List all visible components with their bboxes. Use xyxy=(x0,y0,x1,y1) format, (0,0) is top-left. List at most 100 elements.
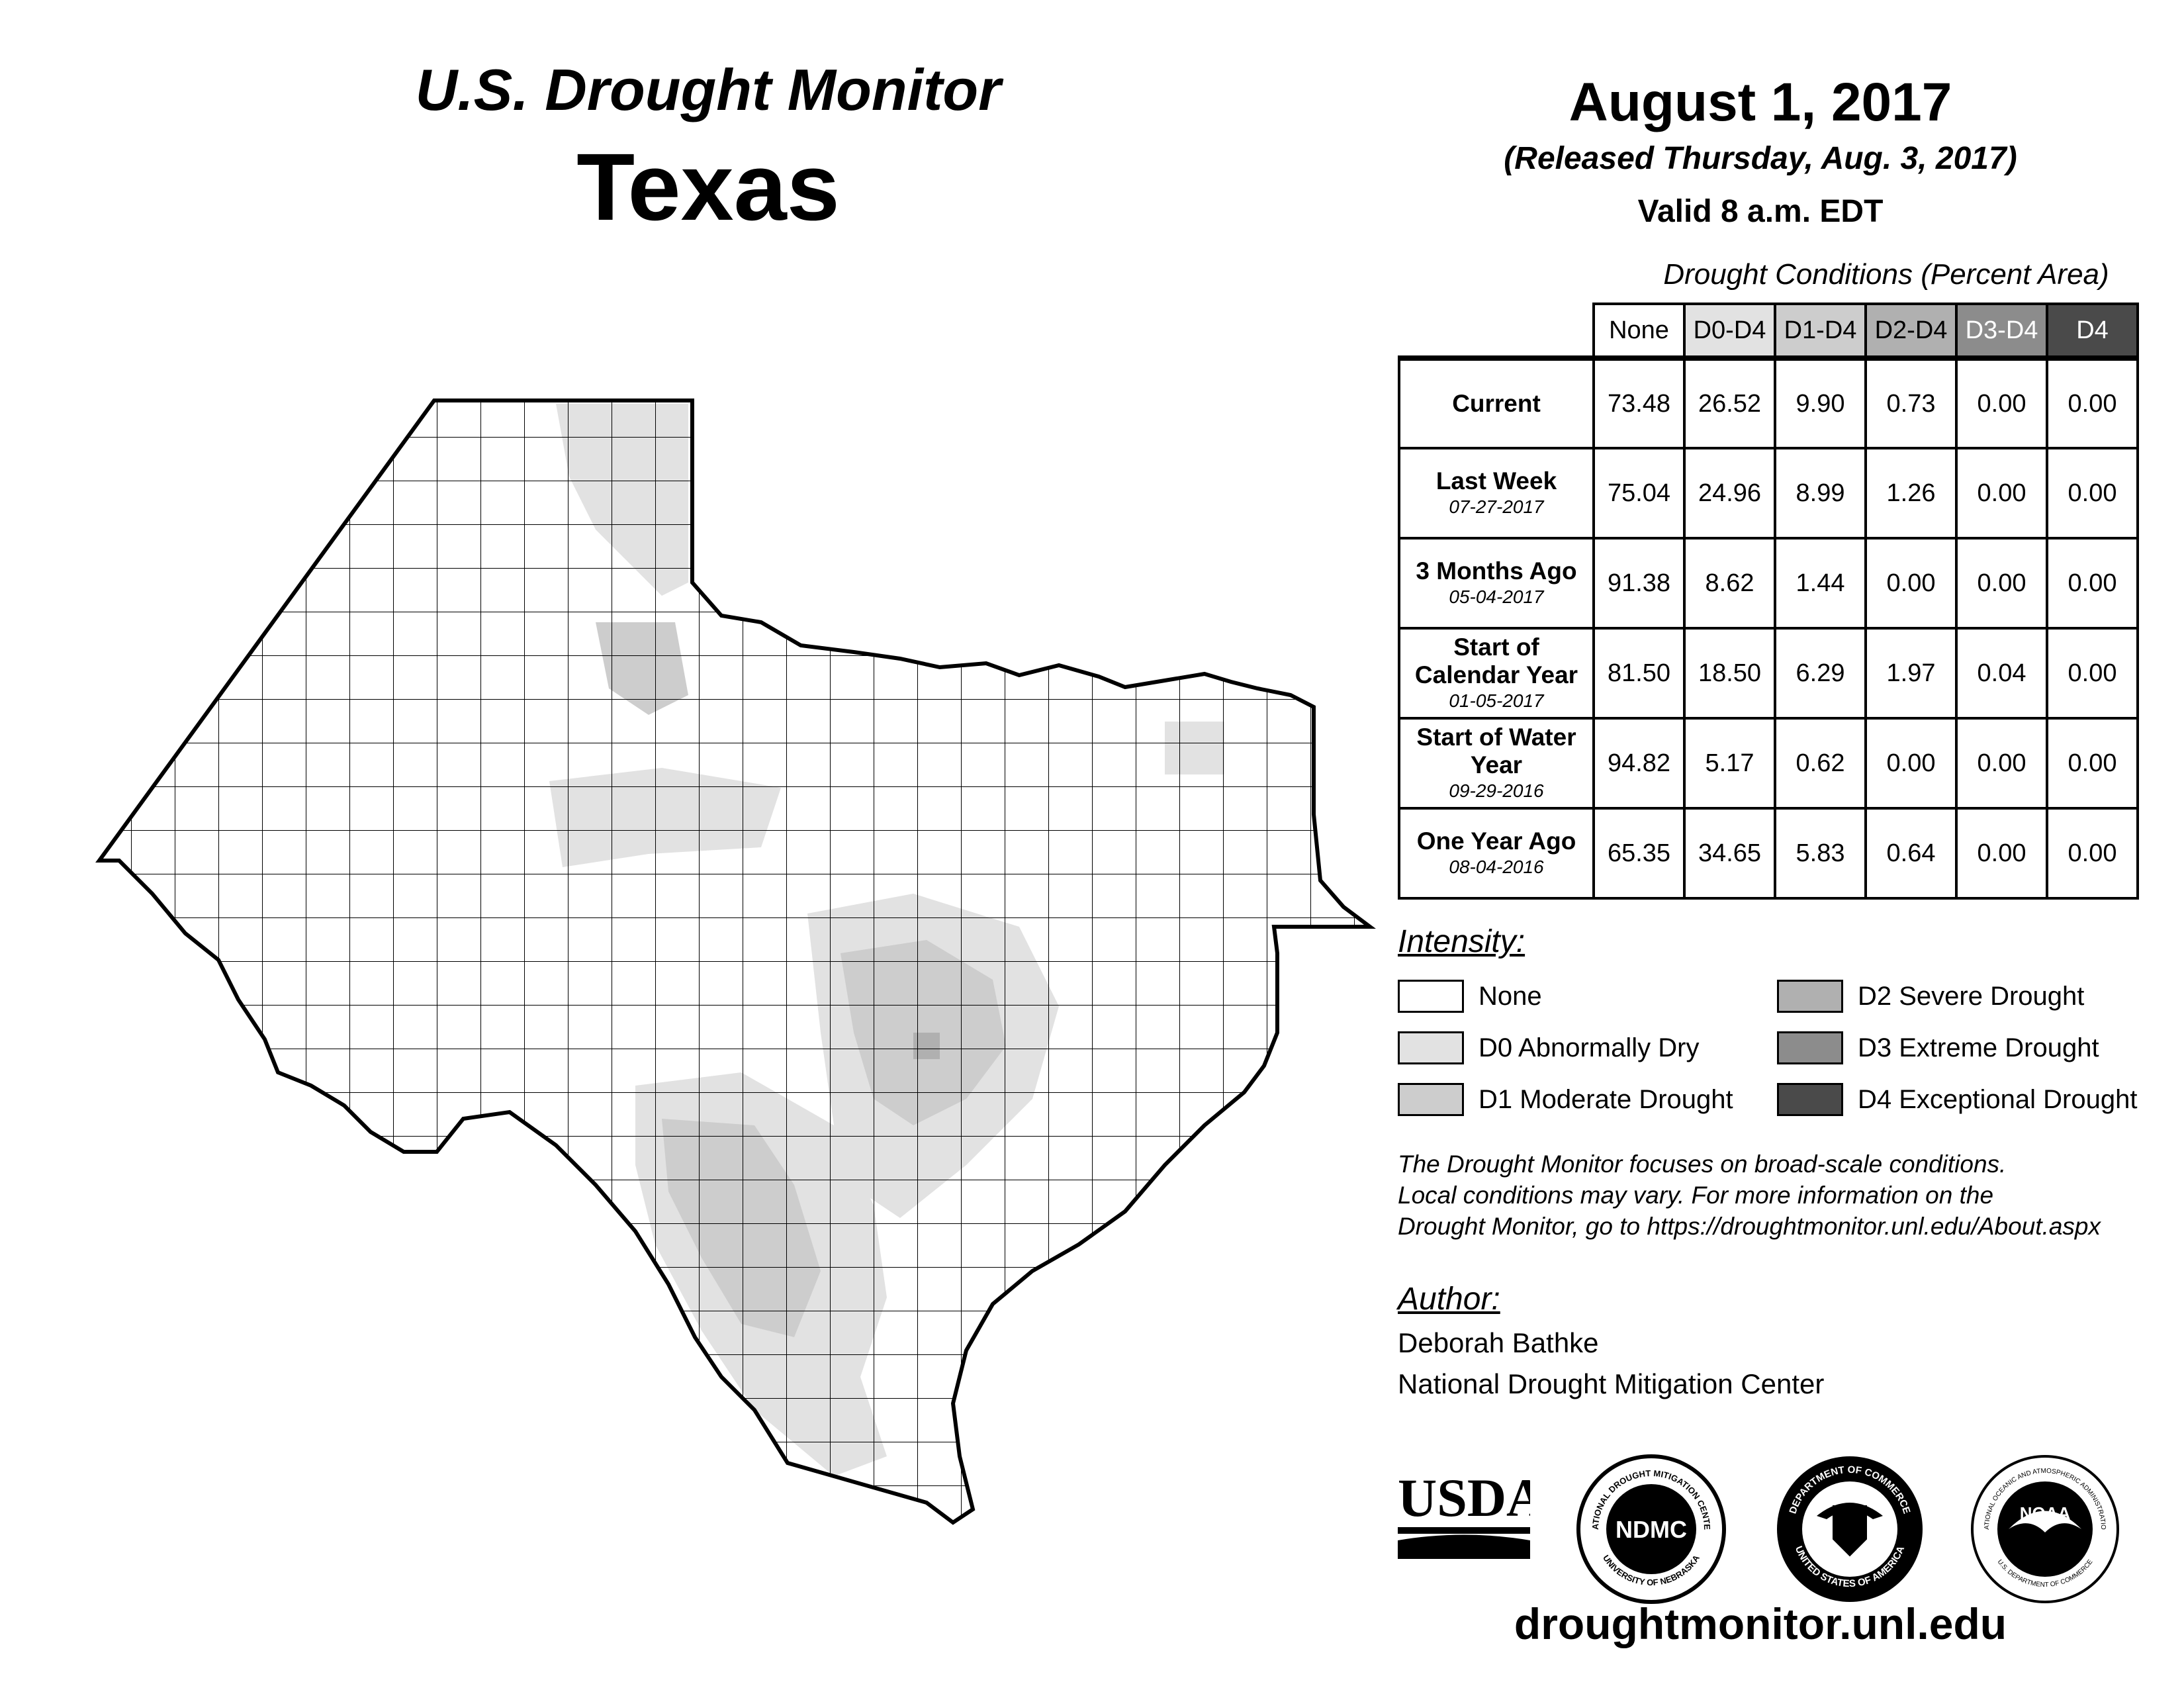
usda-text: USDA xyxy=(1398,1468,1530,1528)
table-cell: 6.29 xyxy=(1774,627,1867,720)
table-cell: 0.00 xyxy=(2046,627,2139,720)
col-d1-d4: D1-D4 xyxy=(1774,303,1867,359)
ndmc-logo: NDMC NATIONAL DROUGHT MITIGATION CENTER … xyxy=(1575,1453,1726,1604)
table-cell: 0.04 xyxy=(1955,627,2048,720)
table-cell: 24.96 xyxy=(1683,447,1776,539)
table-row-current: Current 73.48 26.52 9.90 0.73 0.00 0.00 xyxy=(1398,355,2139,449)
legend-swatch xyxy=(1777,1083,1843,1116)
row-label: Start of Calendar Year 01-05-2017 xyxy=(1398,627,1595,720)
table-cell: 9.90 xyxy=(1774,355,1867,449)
legend-item-d4: D4 Exceptional Drought xyxy=(1777,1080,2137,1119)
table-cell: 5.83 xyxy=(1774,807,1867,900)
row-label: Start of Water Year 09-29-2016 xyxy=(1398,717,1595,810)
table-cell: 0.00 xyxy=(1955,537,2048,630)
table-cell: 0.00 xyxy=(1955,807,2048,900)
state-title: Texas xyxy=(576,134,840,240)
date-block: August 1, 2017 (Released Thursday, Aug. … xyxy=(1430,70,2091,235)
table-cell: 0.62 xyxy=(1774,717,1867,810)
table-cell: 34.65 xyxy=(1683,807,1776,900)
table-cell: 65.35 xyxy=(1592,807,1686,900)
legend-label: D1 Moderate Drought xyxy=(1479,1084,1733,1114)
release-date: (Released Thursday, Aug. 3, 2017) xyxy=(1504,141,2017,176)
table-row-start-water-year: Start of Water Year 09-29-2016 94.82 5.17… xyxy=(1398,717,2139,810)
table-cell: 91.38 xyxy=(1592,537,1686,630)
map-title: U.S. Drought Monitor xyxy=(415,57,1001,122)
map-date: August 1, 2017 xyxy=(1569,72,1952,132)
note-line: Local conditions may vary. For more info… xyxy=(1398,1182,1994,1209)
table-caption: Drought Conditions (Percent Area) xyxy=(1663,258,2109,291)
legend-item-d1: D1 Moderate Drought xyxy=(1398,1080,1733,1119)
table-cell: 73.48 xyxy=(1592,355,1686,449)
note-line: The Drought Monitor focuses on broad-sca… xyxy=(1398,1150,2007,1178)
col-none: None xyxy=(1592,303,1686,359)
row-label: 3 Months Ago 05-04-2017 xyxy=(1398,537,1595,630)
table-cell: 26.52 xyxy=(1683,355,1776,449)
legend-swatch xyxy=(1398,1083,1464,1116)
legend-label: None xyxy=(1479,981,1542,1011)
seagull-icon xyxy=(2009,1511,2081,1532)
valid-time: Valid 8 a.m. EDT xyxy=(1637,194,1884,229)
legend-item-d0: D0 Abnormally Dry xyxy=(1398,1028,1699,1068)
table-cell: 8.62 xyxy=(1683,537,1776,630)
noaa-text: NOAA xyxy=(2020,1503,2071,1523)
legend-label: D4 Exceptional Drought xyxy=(1858,1084,2138,1114)
table-row-one-year-ago: One Year Ago 08-04-2016 65.35 34.65 5.83 … xyxy=(1398,807,2139,900)
table-cell: 0.00 xyxy=(1955,717,2048,810)
table-cell: 0.00 xyxy=(2046,807,2139,900)
ndmc-text: NDMC xyxy=(1615,1516,1687,1543)
table-header-row: None D0-D4 D1-D4 D2-D4 D3-D4 D4 xyxy=(1399,303,2139,359)
col-d0-d4: D0-D4 xyxy=(1683,303,1776,359)
legend-label: D0 Abnormally Dry xyxy=(1479,1033,1700,1062)
table-cell: 1.44 xyxy=(1774,537,1867,630)
legend-item-d3: D3 Extreme Drought xyxy=(1777,1028,2099,1068)
row-label: Current xyxy=(1398,355,1595,449)
table-row-start-calendar-year: Start of Calendar Year 01-05-2017 81.50 1… xyxy=(1398,627,2139,720)
table-cell: 94.82 xyxy=(1592,717,1686,810)
intensity-title: Intensity: xyxy=(1398,924,1525,959)
col-d3-d4: D3-D4 xyxy=(1955,303,2048,359)
table-cell: 75.04 xyxy=(1592,447,1686,539)
legend-item-d2: D2 Severe Drought xyxy=(1777,976,2084,1016)
table-corner xyxy=(1399,304,1594,358)
website-link[interactable]: droughtmonitor.unl.edu xyxy=(1514,1599,2007,1648)
table-cell: 0.73 xyxy=(1864,355,1958,449)
legend-label: D2 Severe Drought xyxy=(1858,981,2085,1011)
legend-swatch xyxy=(1398,1031,1464,1064)
legend-item-none: None xyxy=(1398,976,1542,1016)
drought-conditions-table: None D0-D4 D1-D4 D2-D4 D3-D4 D4 Current … xyxy=(1398,303,2139,900)
row-label: One Year Ago 08-04-2016 xyxy=(1398,807,1595,900)
table-cell: 18.50 xyxy=(1683,627,1776,720)
eagle-icon xyxy=(1817,1503,1883,1519)
table-cell: 8.99 xyxy=(1774,447,1867,539)
noaa-logo: NOAA NATIONAL OCEANIC AND ATMOSPHERIC AD… xyxy=(1969,1453,2119,1603)
author-title: Author: xyxy=(1398,1282,1500,1317)
table-cell: 0.00 xyxy=(1864,537,1958,630)
table-cell: 0.00 xyxy=(2046,717,2139,810)
table-cell: 0.00 xyxy=(2046,447,2139,539)
table-cell: 0.00 xyxy=(1955,447,2048,539)
texas-outline xyxy=(95,399,1376,1525)
col-d2-d4: D2-D4 xyxy=(1864,303,1958,359)
table-cell: 0.00 xyxy=(2046,355,2139,449)
disclaimer-note: The Drought Monitor focuses on broad-sca… xyxy=(1398,1149,2179,1242)
department-of-commerce-seal: DEPARTMENT OF COMMERCE UNITED STATES OF … xyxy=(1777,1456,1923,1602)
table-cell: 81.50 xyxy=(1592,627,1686,720)
table-row-3-months-ago: 3 Months Ago 05-04-2017 91.38 8.62 1.44 0… xyxy=(1398,537,2139,630)
col-d4: D4 xyxy=(2046,303,2139,359)
legend-swatch xyxy=(1777,1031,1843,1064)
table-cell: 1.26 xyxy=(1864,447,1958,539)
author-org: National Drought Mitigation Center xyxy=(1398,1368,1825,1399)
table-cell: 0.00 xyxy=(1864,717,1958,810)
table-cell: 5.17 xyxy=(1683,717,1776,810)
legend-swatch xyxy=(1398,980,1464,1013)
author-name: Deborah Bathke xyxy=(1398,1327,1599,1358)
table-cell: 0.64 xyxy=(1864,807,1958,900)
legend-swatch xyxy=(1777,980,1843,1013)
legend-label: D3 Extreme Drought xyxy=(1858,1033,2099,1062)
row-label: Last Week 07-27-2017 xyxy=(1398,447,1595,539)
usda-logo: USDA xyxy=(1398,1468,1530,1559)
table-cell: 0.00 xyxy=(2046,537,2139,630)
table-row-last-week: Last Week 07-27-2017 75.04 24.96 8.99 1.2… xyxy=(1398,447,2139,539)
table-cell: 0.00 xyxy=(1955,355,2048,449)
